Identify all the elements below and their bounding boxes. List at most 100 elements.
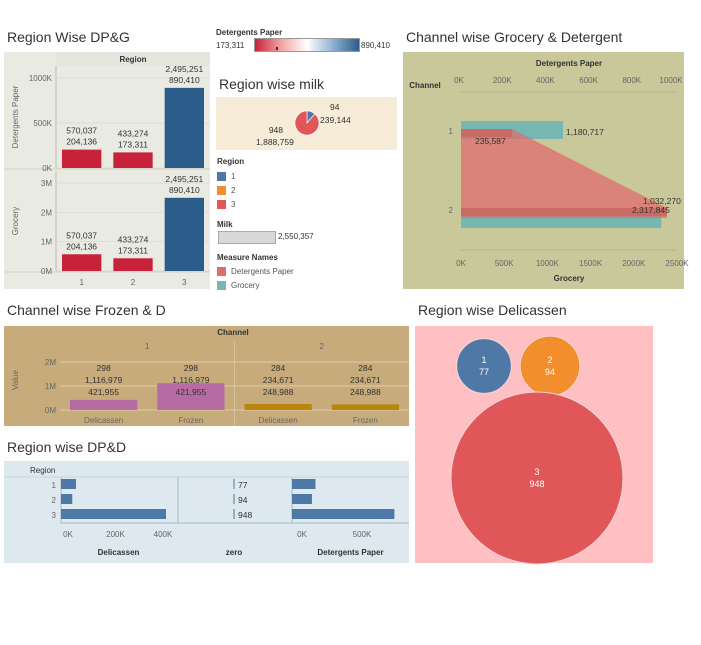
frozen-bar-1-0 bbox=[244, 404, 312, 410]
region-legend-item-1[interactable]: 1 bbox=[217, 169, 235, 183]
region-legend-title: Region bbox=[217, 157, 245, 166]
frozen-label-1-1-1: 234,671 bbox=[350, 375, 381, 385]
region-legend-item-2[interactable]: 2 bbox=[217, 183, 235, 197]
milk-label-2: 948 bbox=[269, 125, 283, 135]
dpd-row-0: 1 bbox=[52, 481, 57, 490]
frozen-ytick-2: 2M bbox=[45, 358, 56, 367]
cgd-bottom-tick-0: 0K bbox=[456, 259, 466, 268]
milk-title: Region wise milk bbox=[219, 76, 325, 92]
frozen-group-label-0: 1 bbox=[145, 342, 150, 351]
frozen-xtick-1-1: Frozen bbox=[353, 416, 378, 425]
cgd-label-3: 2,317,845 bbox=[632, 205, 670, 215]
cgd-top-tick-1: 200K bbox=[493, 76, 512, 85]
measure-legend-item-grocery[interactable]: Grocery bbox=[217, 278, 294, 292]
measure-dp-swatch bbox=[217, 266, 226, 276]
dpg-label-a-0-0: 570,037 bbox=[66, 126, 97, 136]
dpg-bar-1-2 bbox=[164, 197, 204, 271]
frozen-column-header: Channel bbox=[217, 328, 249, 337]
dpg-label-a-1-0: 570,037 bbox=[66, 230, 97, 240]
cgd-detergent-area bbox=[461, 129, 667, 218]
cgd-top-tick-2: 400K bbox=[536, 76, 555, 85]
dpg-label-a-1-2: 2,495,251 bbox=[165, 174, 203, 184]
dpg-ytick-1-1: 1M bbox=[41, 238, 52, 247]
cgd-label-2: 1,032,270 bbox=[643, 196, 681, 206]
color-legend-max: 890,410 bbox=[361, 41, 390, 50]
cgd-top-tick-4: 800K bbox=[622, 76, 641, 85]
cgd-bottom-tick-3: 1500K bbox=[579, 259, 603, 268]
frozen-ytick-0: 0M bbox=[45, 406, 56, 415]
color-ramp-marker bbox=[276, 47, 278, 50]
dpg-label-b-0-1: 173,311 bbox=[118, 139, 148, 149]
frozen-label-0-0-0: 298 bbox=[97, 363, 111, 373]
dpg-label-a-0-1: 433,274 bbox=[118, 128, 149, 138]
color-legend-title: Detergents Paper bbox=[216, 28, 283, 37]
milk-size-bar bbox=[218, 231, 276, 244]
dpd-del-bar-0 bbox=[61, 479, 76, 489]
region-2-label: 2 bbox=[231, 185, 236, 195]
measure-legend: Detergents Paper Grocery bbox=[217, 264, 294, 292]
frozen-label-0-1-0: 298 bbox=[184, 363, 198, 373]
measure-grocery-swatch bbox=[217, 280, 226, 290]
dpg-label-b-1-0: 204,136 bbox=[66, 241, 97, 251]
frozen-bar-0-0 bbox=[70, 399, 138, 410]
dpg-label-a-1-1: 433,274 bbox=[118, 234, 149, 244]
region-legend-item-3[interactable]: 3 bbox=[217, 197, 235, 211]
dpd-row-1: 2 bbox=[52, 496, 57, 505]
cgd-bottom-tick-4: 2000K bbox=[622, 259, 646, 268]
dpd-zero-xlabel: zero bbox=[226, 548, 243, 557]
region-3-label: 3 bbox=[231, 199, 236, 209]
deli-bubble-1 bbox=[456, 338, 512, 394]
dpd-del-tick-2: 400K bbox=[154, 530, 173, 539]
dpg-label-b-1-2: 890,410 bbox=[169, 185, 200, 195]
frozen-xtick-0-0: Delicassen bbox=[84, 416, 123, 425]
dpd-dp-tick-0: 0K bbox=[297, 530, 307, 539]
channel-gd-chart: Detergents Paper Channel 0K 200K 400K 600K 800… bbox=[403, 52, 689, 289]
dpg-bar-1-0 bbox=[62, 254, 102, 271]
dpg-bar-0-1 bbox=[113, 152, 153, 168]
deli-region-label-1: 1 bbox=[481, 355, 486, 365]
frozen-group-label-1: 2 bbox=[320, 342, 325, 351]
milk-legend-title: Milk bbox=[217, 220, 233, 229]
cgd-bottom-tick-2: 1000K bbox=[536, 259, 560, 268]
dpd-zero-label-1: 94 bbox=[238, 495, 248, 505]
dpg-xtick-2: 3 bbox=[182, 278, 187, 287]
milk-label-3: 1,888,759 bbox=[256, 137, 294, 147]
frozen-xtick-0-1: Frozen bbox=[178, 416, 203, 425]
region-1-label: 1 bbox=[231, 171, 236, 181]
milk-slice-3 bbox=[294, 110, 320, 136]
cgd-row-1: 1 bbox=[449, 127, 454, 136]
cgd-top-tick-0: 0K bbox=[454, 76, 464, 85]
dpd-zero-label-2: 948 bbox=[238, 510, 252, 520]
color-ramp bbox=[254, 38, 360, 52]
measure-legend-item-dp[interactable]: Detergents Paper bbox=[217, 264, 294, 278]
dpg-ytick-0-1: 500K bbox=[33, 119, 52, 128]
dpg-ytick-1-2: 2M bbox=[41, 208, 52, 217]
dpg-label-b-0-0: 204,136 bbox=[66, 137, 97, 147]
milk-legend-value: 2,550,357 bbox=[278, 232, 314, 241]
milk-label-0: 94 bbox=[330, 102, 340, 112]
dpg-column-header: Region bbox=[119, 55, 146, 64]
dpg-title: Region Wise DP&G bbox=[7, 29, 130, 45]
frozen-label-0-0-1: 1,116,979 bbox=[85, 375, 122, 385]
dpg-ylabel-1: Grocery bbox=[11, 207, 20, 235]
deli-bubble-2 bbox=[519, 335, 581, 397]
deli-bubble-chart: 1 77 2 94 3 948 bbox=[415, 326, 653, 565]
measure-grocery-label: Grocery bbox=[231, 280, 260, 290]
frozen-label-1-1-2: 248,988 bbox=[350, 387, 381, 397]
dpd-dp-tick-1: 500K bbox=[353, 530, 372, 539]
dpd-dp-bar-1 bbox=[292, 494, 312, 504]
cgd-detergent-bar-1 bbox=[461, 129, 512, 137]
cgd-row-header: Channel bbox=[409, 81, 441, 90]
dpg-bar-0-0 bbox=[62, 149, 102, 168]
dpd-chart: Region 1 2 3 0K 200K 400K Delicassen 77 94 948 zero… bbox=[4, 461, 409, 563]
frozen-xtick-1-0: Delicassen bbox=[259, 416, 298, 425]
deli-value-label-2: 94 bbox=[545, 367, 555, 377]
dpg-ytick-1-0: 0M bbox=[41, 267, 52, 276]
cgd-detergent-bar-2 bbox=[461, 208, 667, 216]
deli-region-label-2: 2 bbox=[547, 355, 552, 365]
dpd-del-bar-2 bbox=[61, 509, 166, 519]
dpg-ylabel-0: Detergents Paper bbox=[11, 85, 20, 148]
milk-label-1: 239,144 bbox=[320, 115, 351, 125]
deli-region-label-3: 3 bbox=[534, 467, 539, 477]
dpd-dp-bar-0 bbox=[292, 479, 316, 489]
